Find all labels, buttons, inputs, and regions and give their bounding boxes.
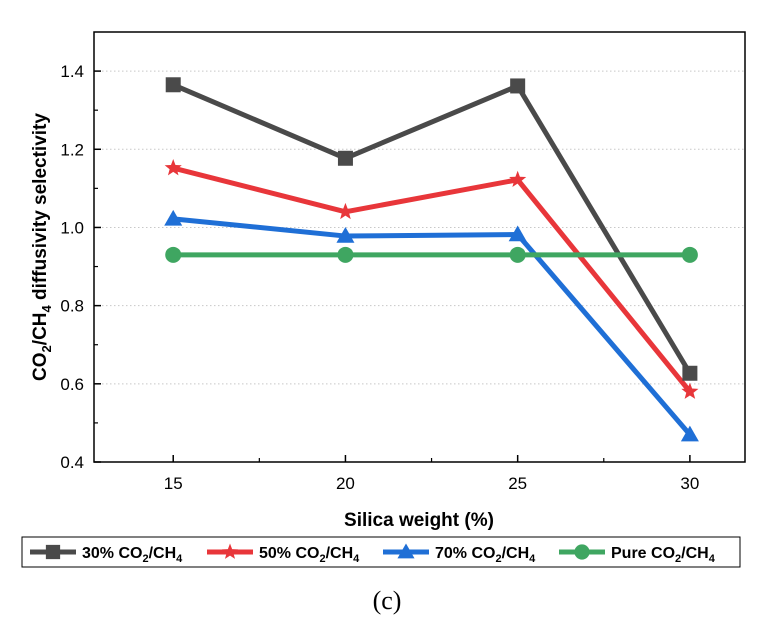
y-tick-label: 1.4 bbox=[60, 62, 84, 81]
data-point bbox=[680, 425, 699, 442]
legend-item: 50% CO2/CH4 bbox=[207, 543, 360, 565]
series-layer bbox=[164, 77, 699, 442]
data-point bbox=[165, 246, 182, 263]
y-tick-label: 1.2 bbox=[60, 140, 84, 159]
data-point bbox=[336, 227, 355, 243]
y-tick-label: 0.6 bbox=[60, 375, 84, 394]
series-markers-3 bbox=[165, 246, 698, 263]
data-point bbox=[164, 209, 183, 226]
x-tick-label: 15 bbox=[164, 474, 183, 493]
legend-swatch-marker bbox=[45, 544, 61, 560]
panel-label: (c) bbox=[373, 586, 402, 615]
series-0 bbox=[172, 82, 693, 375]
x-axis: 15 20 25 30 bbox=[164, 455, 699, 493]
legend-item: Pure CO2/CH4 bbox=[559, 544, 716, 565]
series-line bbox=[172, 82, 693, 375]
legend-item: 30% CO2/CH4 bbox=[30, 544, 183, 565]
data-point bbox=[165, 77, 181, 93]
legend-box bbox=[21, 536, 741, 568]
data-point bbox=[336, 202, 354, 220]
data-point bbox=[509, 246, 526, 263]
x-axis-title: Silica weight (%) bbox=[344, 510, 494, 531]
data-point bbox=[510, 78, 526, 94]
y-tick-label: 1.0 bbox=[60, 218, 84, 237]
data-point bbox=[337, 150, 353, 166]
series-1 bbox=[172, 165, 692, 394]
y-axis-title: CO2/CH4 diffusivity selectivity bbox=[30, 113, 54, 381]
series-line bbox=[172, 165, 692, 394]
plot-frame bbox=[93, 31, 746, 463]
x-tick-label: 25 bbox=[508, 474, 527, 493]
series-line bbox=[172, 216, 692, 437]
data-point bbox=[681, 246, 698, 263]
series-markers-1 bbox=[164, 159, 699, 399]
series-markers-2 bbox=[164, 209, 699, 442]
legend-label: 70% CO2/CH4 bbox=[435, 545, 536, 565]
legend-swatch-marker bbox=[221, 543, 239, 559]
data-point bbox=[681, 382, 699, 399]
data-point bbox=[508, 225, 527, 242]
series-2 bbox=[172, 216, 692, 437]
series-markers-0 bbox=[165, 77, 698, 381]
data-point bbox=[682, 365, 698, 381]
data-point bbox=[164, 159, 182, 176]
legend-label: 50% CO2/CH4 bbox=[259, 545, 360, 565]
legend: 30% CO2/CH4 50% CO2/CH4 70% CO2/CH4 Pure CO… bbox=[30, 543, 716, 565]
y-axis: 0.4 0.6 0.8 1.0 1.2 1.4 bbox=[60, 62, 101, 472]
x-tick-label: 20 bbox=[336, 474, 355, 493]
data-point bbox=[337, 246, 354, 263]
legend-item: 70% CO2/CH4 bbox=[383, 543, 536, 565]
data-point bbox=[509, 170, 527, 188]
x-tick-label: 30 bbox=[680, 474, 699, 493]
legend-swatch-marker bbox=[397, 543, 415, 559]
y-tick-label: 0.8 bbox=[60, 297, 84, 316]
legend-label: 30% CO2/CH4 bbox=[82, 545, 183, 565]
y-tick-label: 0.4 bbox=[60, 453, 84, 472]
legend-swatch-marker bbox=[574, 544, 590, 560]
legend-label: Pure CO2/CH4 bbox=[611, 545, 716, 565]
